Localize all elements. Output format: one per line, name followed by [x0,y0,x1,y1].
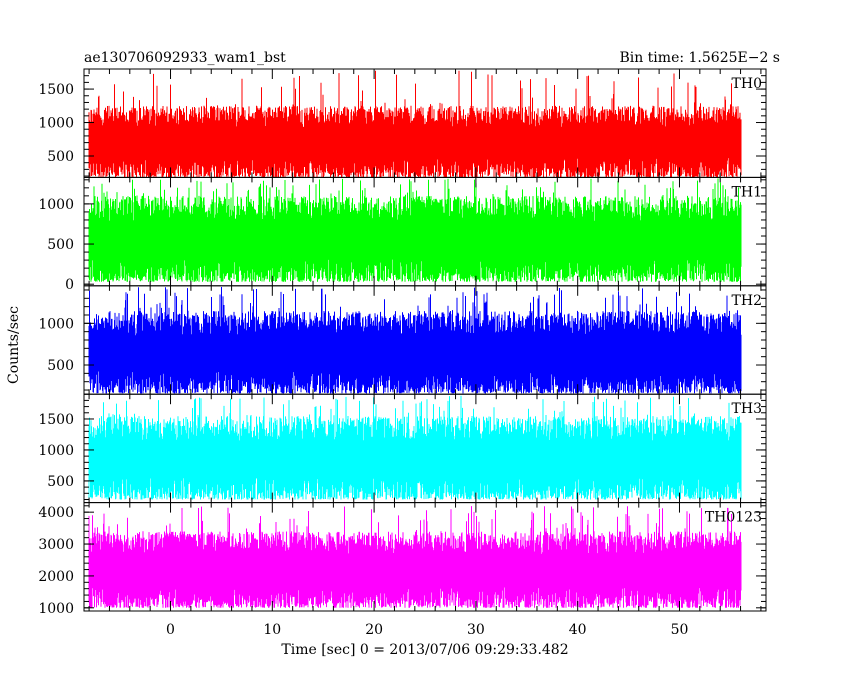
panel-th0123: 1000 2000 3000 4000 TH0123 [38,502,767,617]
y-tick-label: 1000 [38,197,74,213]
panel-th1: 0 500 1000 TH1 [38,176,767,293]
panel-th0: 500 1000 1500 TH0 [38,68,767,178]
y-axis-label: Counts/sec [6,306,22,384]
y-tick-label: 1500 [38,82,74,98]
x-tick-label: 20 [365,622,383,638]
x-tick-label: 10 [263,622,281,638]
y-tick-label: 500 [47,149,74,165]
y-tick-label: 4000 [38,505,74,521]
panel-label: TH3 [732,401,762,417]
x-tick-label: 30 [467,622,485,638]
panel-th3: 500 1000 1500 TH3 [38,393,767,504]
x-tick-label: 50 [671,622,689,638]
series-th2 [88,287,742,394]
panels-group: 500 1000 1500 TH0 0 500 1000 TH1 500 1000 TH2 500 10… [38,68,767,617]
series-th3 [88,395,742,500]
y-tick-label: 1500 [38,412,74,428]
y-tick-label: 1000 [38,116,74,132]
chart-title-left: ae130706092933_wam1_bst [84,50,286,66]
panel-label: TH0 [732,76,762,92]
y-tick-label: 500 [47,474,74,490]
x-tick-label: 0 [166,622,175,638]
series-th0 [88,70,742,178]
y-tick-label: 1000 [38,316,74,332]
y-tick-label: 0 [65,277,74,293]
y-tick-label: 1000 [38,601,74,617]
y-tick-label: 1000 [38,443,74,459]
panel-label: TH2 [732,293,762,309]
x-axis-label: Time [sec] 0 = 2013/07/06 09:29:33.482 [281,642,568,658]
y-tick-label: 500 [47,358,74,374]
y-tick-label: 3000 [38,537,74,553]
x-tick-label: 40 [569,622,587,638]
panel-label: TH1 [732,184,762,200]
panel-th2: 500 1000 TH2 [38,285,767,395]
series-th1 [88,178,742,282]
series-th0123 [88,506,742,608]
y-tick-label: 2000 [38,569,74,585]
chart-title-right: Bin time: 1.5625E−2 s [619,50,780,66]
y-tick-label: 500 [47,237,74,253]
panel-label: TH0123 [705,510,762,526]
x-axis: 0 10 20 30 40 50 [166,622,688,638]
